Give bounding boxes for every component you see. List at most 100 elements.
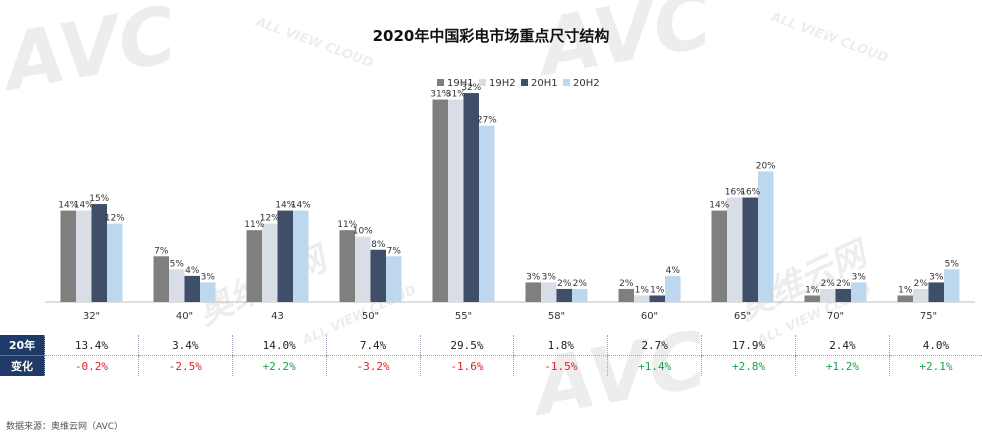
change-cell: -1.6% <box>419 355 514 376</box>
bar-19h2 <box>262 223 278 302</box>
share-cell: 14.0% <box>231 335 327 356</box>
bar-19h2 <box>448 99 464 303</box>
data-label: 14% <box>74 201 94 211</box>
bar-19h1 <box>525 282 541 302</box>
share-cell: 1.8% <box>513 335 608 356</box>
data-label: 3% <box>201 272 216 282</box>
bar-20h1 <box>649 295 665 302</box>
data-label: 2% <box>914 279 929 289</box>
bar-19h2 <box>820 288 836 302</box>
data-label: 3% <box>526 272 541 282</box>
bar-20h1 <box>370 249 386 302</box>
data-label: 12% <box>260 214 280 224</box>
bars-group <box>60 93 960 303</box>
bar-20h2 <box>851 282 867 302</box>
share-cell: 4.0% <box>888 335 982 356</box>
bar-19h2 <box>355 236 371 302</box>
data-label: 3% <box>542 272 557 282</box>
data-label: 5% <box>945 259 960 269</box>
data-label: 31% <box>446 90 466 100</box>
legend-swatch-19h2 <box>479 79 486 86</box>
row-header-share: 20年 <box>0 335 45 356</box>
data-label: 11% <box>244 220 264 230</box>
bar-20h2 <box>665 275 681 302</box>
legend-label-20h1: 20H1 <box>531 78 558 89</box>
share-cell: 2.4% <box>795 335 890 356</box>
category-label: 50" <box>362 311 379 322</box>
bar-20h1 <box>928 282 944 302</box>
data-label: 14% <box>275 201 295 211</box>
category-labels-group: 32" 40" 43 50" 55" 58" 60" 65" 70" 75" <box>83 311 937 322</box>
share-cell: 7.4% <box>325 335 420 356</box>
bar-19h2 <box>913 288 929 302</box>
change-cell: -0.2% <box>44 355 139 376</box>
data-label: 2% <box>557 279 572 289</box>
category-label: 60" <box>641 311 658 322</box>
legend-label-19h1: 19H1 <box>447 78 474 89</box>
summary-table: 20年 13.4% 3.4% 14.0% 7.4% 29.5% 1.8% 2.7% 17.9%… <box>0 335 982 376</box>
share-row: 20年 13.4% 3.4% 14.0% 7.4% 29.5% 1.8% 2.7% 17.9%… <box>0 335 982 356</box>
bar-20h2 <box>758 171 774 302</box>
data-label: 12% <box>105 214 125 224</box>
change-row: 变化 -0.2% -2.5% +2.2% -3.2% -1.6% -1.5% +1.4% +2… <box>0 355 982 376</box>
change-cell: +2.8% <box>701 355 796 376</box>
bar-20h1 <box>556 288 572 302</box>
bar-19h2 <box>634 295 650 302</box>
bar-19h2 <box>169 269 185 302</box>
category-label: 70" <box>827 311 844 322</box>
data-label: 3% <box>852 272 867 282</box>
category-label: 65" <box>734 311 751 322</box>
change-cell: +1.2% <box>795 355 890 376</box>
data-label: 2% <box>821 279 836 289</box>
legend-swatch-20h1 <box>521 79 528 86</box>
data-label: 8% <box>371 240 386 250</box>
category-label: 58" <box>548 311 565 322</box>
bar-19h1 <box>339 230 355 302</box>
change-cell: -2.5% <box>137 355 233 376</box>
row-header-change: 变化 <box>0 355 45 376</box>
bar-19h1 <box>711 210 727 302</box>
bar-19h1 <box>618 288 634 302</box>
bar-20h2 <box>944 269 960 302</box>
bar-19h1 <box>897 295 913 302</box>
data-label: 7% <box>387 246 402 256</box>
data-label: 10% <box>353 227 373 237</box>
data-label: 14% <box>709 201 729 211</box>
bar-19h1 <box>432 99 448 303</box>
category-label: 43 <box>271 311 284 322</box>
data-label: 15% <box>89 194 109 204</box>
data-labels-group: 14%14%15%12%7%5%4%3%11%12%14%14%11%10%8%… <box>58 83 959 295</box>
legend-label-20h2: 20H2 <box>573 78 600 89</box>
bar-19h1 <box>60 210 76 302</box>
bar-20h1 <box>184 275 200 302</box>
data-label: 11% <box>337 220 357 230</box>
bar-19h2 <box>76 210 92 302</box>
source-note: 数据来源：奥维云网（AVC） <box>6 422 124 432</box>
bar-19h1 <box>246 230 262 302</box>
chart-title: 2020年中国彩电市场重点尺寸结构 <box>373 27 610 45</box>
bar-20h1 <box>835 288 851 302</box>
category-label: 32" <box>83 311 100 322</box>
bar-19h1 <box>153 256 169 302</box>
bar-20h1 <box>91 204 107 302</box>
data-label: 2% <box>573 279 588 289</box>
data-label: 31% <box>430 90 450 100</box>
data-label: 16% <box>740 188 760 198</box>
data-label: 14% <box>291 201 311 211</box>
share-cell: 29.5% <box>419 335 514 356</box>
bar-20h1 <box>277 210 293 302</box>
data-label: 4% <box>666 266 681 276</box>
bar-19h2 <box>541 282 557 302</box>
data-label: 27% <box>477 116 497 126</box>
data-label: 3% <box>929 272 944 282</box>
change-cell: -3.2% <box>325 355 420 376</box>
share-cell: 3.4% <box>137 335 233 356</box>
bar-20h2 <box>293 210 309 302</box>
data-label: 2% <box>836 279 851 289</box>
data-label: 4% <box>185 266 200 276</box>
bar-chart: 2020年中国彩电市场重点尺寸结构 19H1 19H2 20H1 20H2 14%14… <box>45 27 975 322</box>
data-label: 20% <box>756 161 776 171</box>
legend-label-19h2: 19H2 <box>489 78 516 89</box>
data-label: 5% <box>170 259 185 269</box>
bar-20h2 <box>200 282 216 302</box>
